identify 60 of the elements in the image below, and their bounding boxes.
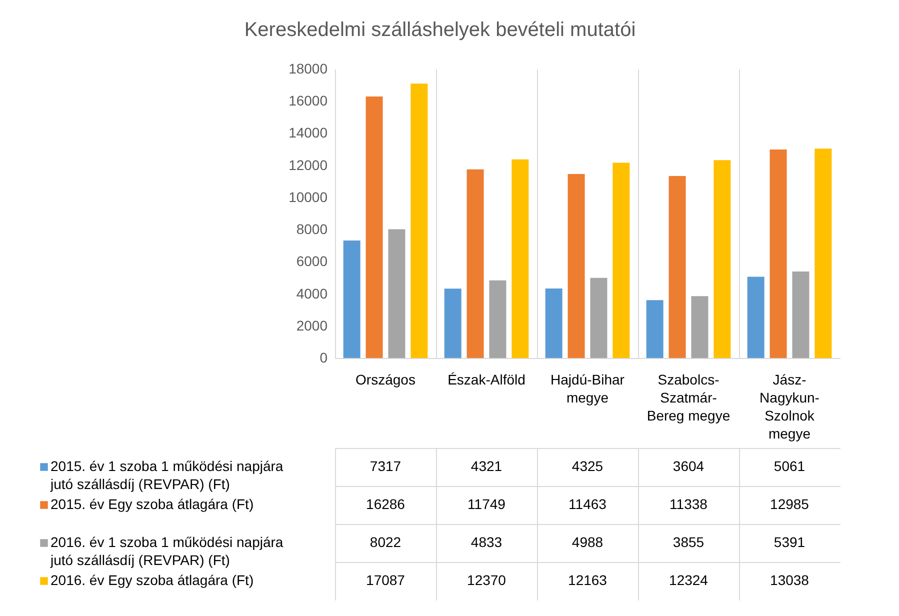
y-tick-label: 6000 <box>296 253 328 270</box>
bar <box>489 280 506 358</box>
data-label: 3855 <box>672 534 704 550</box>
bar <box>590 278 608 358</box>
legend-label: 2016. év Egy szoba átlagára (Ft) <box>50 572 254 588</box>
legend-label: 2015. év Egy szoba átlagára (Ft) <box>50 496 254 512</box>
bar <box>668 176 686 358</box>
y-tick-label: 14000 <box>288 124 328 141</box>
data-label: 13038 <box>770 572 810 588</box>
data-label: 4325 <box>572 458 604 474</box>
y-tick-label: 0 <box>320 350 328 366</box>
bar <box>747 276 764 358</box>
y-tick-label: 18000 <box>288 60 328 76</box>
bar <box>466 169 484 358</box>
y-tick-label: 16000 <box>288 92 328 109</box>
bar <box>388 229 406 358</box>
data-label: 7317 <box>370 458 402 474</box>
x-tick-label: Szabolcs-Szatmár-Bereg megye <box>646 372 730 424</box>
bar <box>366 96 383 358</box>
y-tick-label: 12000 <box>288 156 328 173</box>
data-label: 11338 <box>670 496 708 512</box>
y-tick-label: 4000 <box>296 285 328 302</box>
data-label: 11463 <box>568 496 607 512</box>
data-label: 4321 <box>470 458 502 474</box>
bar <box>646 300 664 358</box>
data-label: 4833 <box>470 534 502 550</box>
bar <box>770 150 787 358</box>
bar <box>568 174 585 358</box>
bar <box>545 288 562 358</box>
bar <box>410 84 428 358</box>
bar <box>612 162 630 358</box>
y-tick-label: 2000 <box>296 317 328 334</box>
bar <box>512 159 529 358</box>
y-tick-label: 8000 <box>296 221 328 238</box>
data-label: 12163 <box>568 572 608 588</box>
data-label: 5061 <box>774 458 806 474</box>
data-label: 8022 <box>370 534 402 550</box>
bar <box>343 240 360 358</box>
x-tick-label: Hajdú-Bihar megye <box>550 372 625 406</box>
bar <box>792 271 810 358</box>
y-tick-label: 10000 <box>288 188 328 205</box>
bar <box>444 288 462 358</box>
data-label: 5391 <box>774 534 806 550</box>
data-label: 12985 <box>770 496 810 512</box>
chart-title: Kereskedelmi szálláshelyek bevételi mutatói <box>244 19 636 41</box>
data-label: 3604 <box>672 458 704 474</box>
bar <box>691 296 708 358</box>
data-label: 4988 <box>572 534 604 550</box>
data-label: 11749 <box>468 496 506 512</box>
x-tick-label: Országos <box>356 372 416 388</box>
bar <box>814 148 832 358</box>
data-label: 17087 <box>366 572 406 588</box>
x-tick-label: Jász-Nagykun-Szolnok megye <box>760 372 820 442</box>
legend-label: 2015. év 1 szoba 1 működési napjára jutó szállásdíj (REVPAR) (Ft) <box>50 458 284 492</box>
data-label: 12324 <box>669 572 708 588</box>
x-tick-label: Észak-Alföld <box>448 372 526 388</box>
data-label: 16286 <box>366 496 406 512</box>
legend-label: 2016. év 1 szoba 1 működési napjára jutó szállásdíj (REVPAR) (Ft) <box>50 534 284 568</box>
bar <box>714 160 731 358</box>
data-label: 12370 <box>467 572 506 588</box>
